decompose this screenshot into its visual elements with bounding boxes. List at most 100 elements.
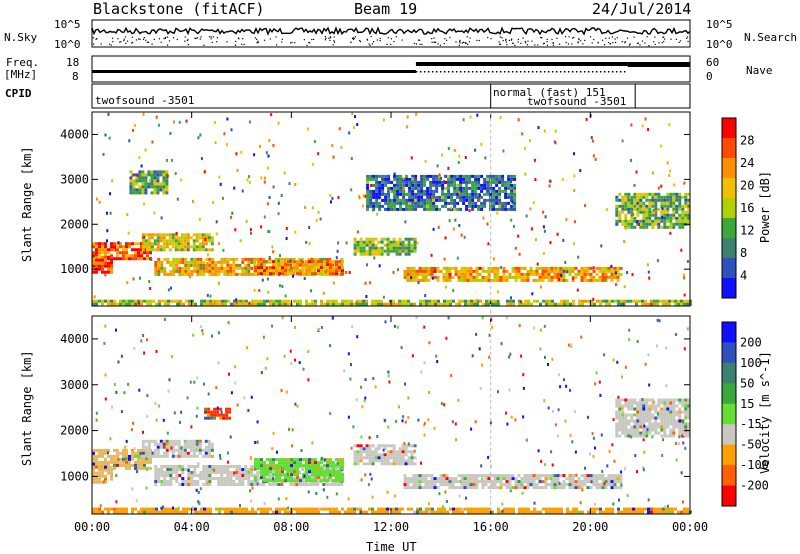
range-cell — [177, 239, 181, 243]
range-cell — [101, 471, 104, 475]
range-cell — [645, 407, 649, 411]
range-cell — [492, 201, 496, 205]
range-cell — [116, 463, 119, 467]
nsearch-point — [431, 38, 433, 40]
range-cell — [335, 473, 338, 477]
range-cell — [481, 474, 485, 478]
range-cell — [627, 401, 631, 405]
range-cell — [578, 299, 581, 303]
range-cell — [639, 419, 643, 423]
range-cell — [424, 275, 428, 279]
range-cell — [581, 302, 584, 306]
range-cell — [162, 170, 166, 174]
range-cell — [122, 454, 125, 458]
range-cell — [407, 237, 411, 241]
range-cell — [445, 275, 449, 279]
nsearch-point — [212, 36, 214, 38]
range-cell — [181, 468, 185, 471]
nave-point — [471, 71, 474, 73]
range-cell — [517, 266, 521, 270]
range-cell — [101, 462, 104, 466]
range-cell — [307, 483, 311, 486]
range-cell — [402, 183, 406, 187]
range-cell — [477, 204, 481, 208]
nsearch-point — [512, 42, 514, 45]
range-cell — [171, 239, 175, 243]
scatter-cell — [149, 251, 152, 255]
range-cell — [669, 428, 673, 432]
range-cell — [173, 299, 176, 303]
range-cell — [335, 266, 338, 270]
range-cell — [678, 198, 682, 202]
nave-point — [487, 71, 490, 73]
range-cell — [296, 507, 299, 511]
range-cell — [666, 207, 670, 211]
range-cell — [210, 239, 214, 243]
range-cell — [402, 189, 406, 193]
range-cell — [423, 201, 427, 205]
range-cell — [677, 510, 680, 514]
range-cell — [393, 174, 397, 178]
range-cell — [605, 302, 608, 306]
range-cell — [341, 458, 344, 462]
range-cell — [138, 179, 142, 183]
scatter-cell — [682, 273, 685, 277]
range-cell — [645, 425, 649, 429]
range-cell — [420, 204, 424, 208]
range-cell — [414, 177, 418, 181]
range-cell — [192, 454, 196, 458]
range-cell — [460, 474, 464, 478]
range-cell — [432, 177, 436, 181]
scatter-cell — [513, 225, 515, 228]
scatter-cell — [660, 144, 663, 148]
range-cell — [153, 454, 157, 458]
range-cell — [387, 201, 391, 205]
range-cell — [141, 233, 145, 237]
range-cell — [526, 486, 530, 490]
range-cell — [405, 198, 409, 202]
range-cell — [502, 483, 506, 487]
scatter-cell — [480, 464, 483, 468]
nsearch-point — [306, 44, 308, 46]
range-cell — [194, 510, 197, 514]
range-cell — [517, 275, 521, 279]
nave-point — [423, 71, 426, 73]
range-cell — [477, 207, 481, 211]
scatter-cell — [624, 467, 626, 471]
range-cell — [125, 248, 128, 252]
range-cell — [214, 260, 218, 264]
range-cell — [299, 263, 302, 267]
range-cell — [574, 486, 578, 490]
range-cell — [110, 270, 113, 274]
range-cell — [169, 272, 173, 276]
nsearch-point — [370, 36, 372, 38]
range-cell — [162, 248, 166, 252]
range-cell — [153, 182, 157, 186]
scatter-cell — [438, 173, 441, 177]
range-cell — [642, 225, 646, 229]
scatter-cell — [680, 248, 683, 252]
range-cell — [383, 237, 387, 241]
range-cell — [167, 302, 170, 306]
range-cell — [359, 456, 363, 460]
range-cell — [620, 299, 623, 303]
range-cell — [238, 465, 242, 468]
range-cell — [633, 413, 637, 417]
range-cell — [422, 510, 425, 514]
range-cell — [389, 450, 393, 454]
nsearch-point — [663, 40, 665, 43]
scatter-cell — [125, 439, 128, 443]
range-cell — [202, 471, 206, 474]
range-cell — [383, 462, 387, 466]
range-cell — [533, 510, 536, 514]
range-cell — [526, 477, 530, 481]
range-cell — [225, 410, 229, 414]
range-cell — [486, 183, 490, 187]
range-cell — [305, 467, 308, 471]
range-cell — [235, 272, 239, 276]
range-cell — [465, 174, 469, 178]
range-cell — [224, 507, 227, 511]
range-cell — [630, 198, 634, 202]
range-cell — [407, 507, 410, 511]
range-cell — [666, 219, 670, 223]
